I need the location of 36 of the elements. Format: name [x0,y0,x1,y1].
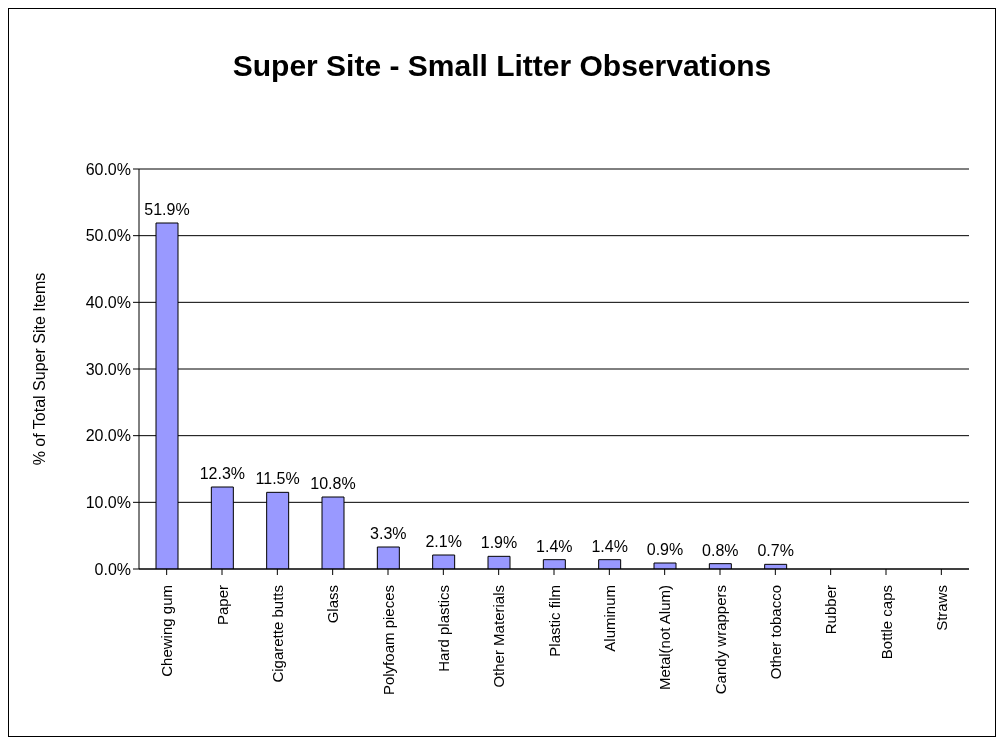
y-tick-label: 30.0% [85,360,131,378]
x-tick-label: Cigarette butts [268,585,286,683]
x-tick-label: Glass [324,585,342,624]
x-tick-label: Candy wrappers [711,585,729,695]
data-label: 1.9% [480,534,518,552]
data-label: 11.5% [255,470,300,488]
y-tick-label: 40.0% [85,294,131,312]
x-tick-label: Aluminum [600,585,618,652]
x-tick-label: Polyfoam pieces [379,585,397,696]
y-tick-label: 0.0% [94,560,131,578]
x-tick-label: Paper [213,585,231,626]
data-label: 0.8% [702,541,739,559]
x-tick-label: Other tobacco [766,585,784,680]
x-tick-label: Hard plastics [434,585,452,672]
data-label: 12.3% [199,465,246,482]
y-tick-label: 60.0% [85,160,131,178]
x-tick-label: Other Materials [490,585,508,688]
x-tick-label: Chewing gum [158,585,176,677]
x-tick-label: Straws [932,585,950,631]
y-tick-label: 20.0% [85,427,131,445]
data-label: 0.7% [757,542,794,560]
x-tick-label: Rubber [822,585,840,635]
x-tick-label: Plastic film [545,585,563,657]
data-label: 10.8% [310,475,356,492]
y-axis-title: % of Total Super Site Items [30,272,48,466]
y-tick-label: 10.0% [85,494,131,512]
data-label: 1.4% [591,537,628,555]
y-tick-label: 50.0% [85,227,131,245]
data-label: 1.4% [536,537,573,555]
data-label: 0.9% [646,541,684,558]
data-label: 3.3% [370,525,407,542]
data-label: 2.1% [425,533,462,550]
chart-title: Super Site - Small Litter Observations [231,49,773,83]
x-tick-label: Metal(not Alum) [656,585,674,691]
x-tick-label: Bottle caps [877,585,895,660]
data-label: 51.9% [144,201,190,218]
